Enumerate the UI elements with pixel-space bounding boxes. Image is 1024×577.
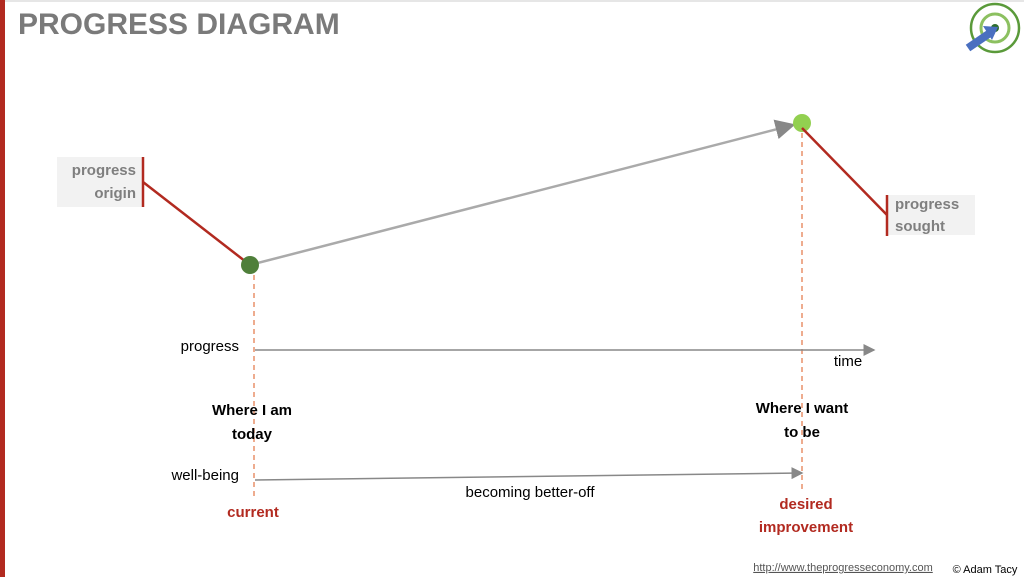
sought-label: sought [895,218,945,235]
sought-label: progress [895,196,959,213]
current-dot [241,256,259,274]
sought-line [801,127,888,216]
desired-dot [793,114,811,132]
origin-label: origin [94,185,136,202]
sought-box [887,195,975,235]
axis-label: well-being [170,467,239,484]
state-label: to be [784,424,820,441]
left-bar [0,0,5,577]
origin-label: progress [72,162,136,179]
state-label: today [232,426,273,443]
footer-credit: © Adam Tacy [953,564,1018,576]
logo [965,2,1021,54]
origin-line [142,181,251,266]
title: PROGRESS DIAGRAM [18,8,340,41]
desired-label: desired [779,496,832,513]
desired-label: improvement [759,519,853,536]
axis-label: becoming better-off [466,484,596,501]
wellbeing-axis [254,467,804,481]
origin-box [57,157,143,207]
state-label: Where I am [212,402,292,419]
current-label: current [227,504,279,521]
footer-link[interactable]: http://www.theprogresseconomy.com [753,562,933,574]
state-label: Where I want [756,400,849,417]
axis-label: progress [181,338,239,355]
axis-label: time [834,353,862,370]
progress-arrow [249,119,796,267]
